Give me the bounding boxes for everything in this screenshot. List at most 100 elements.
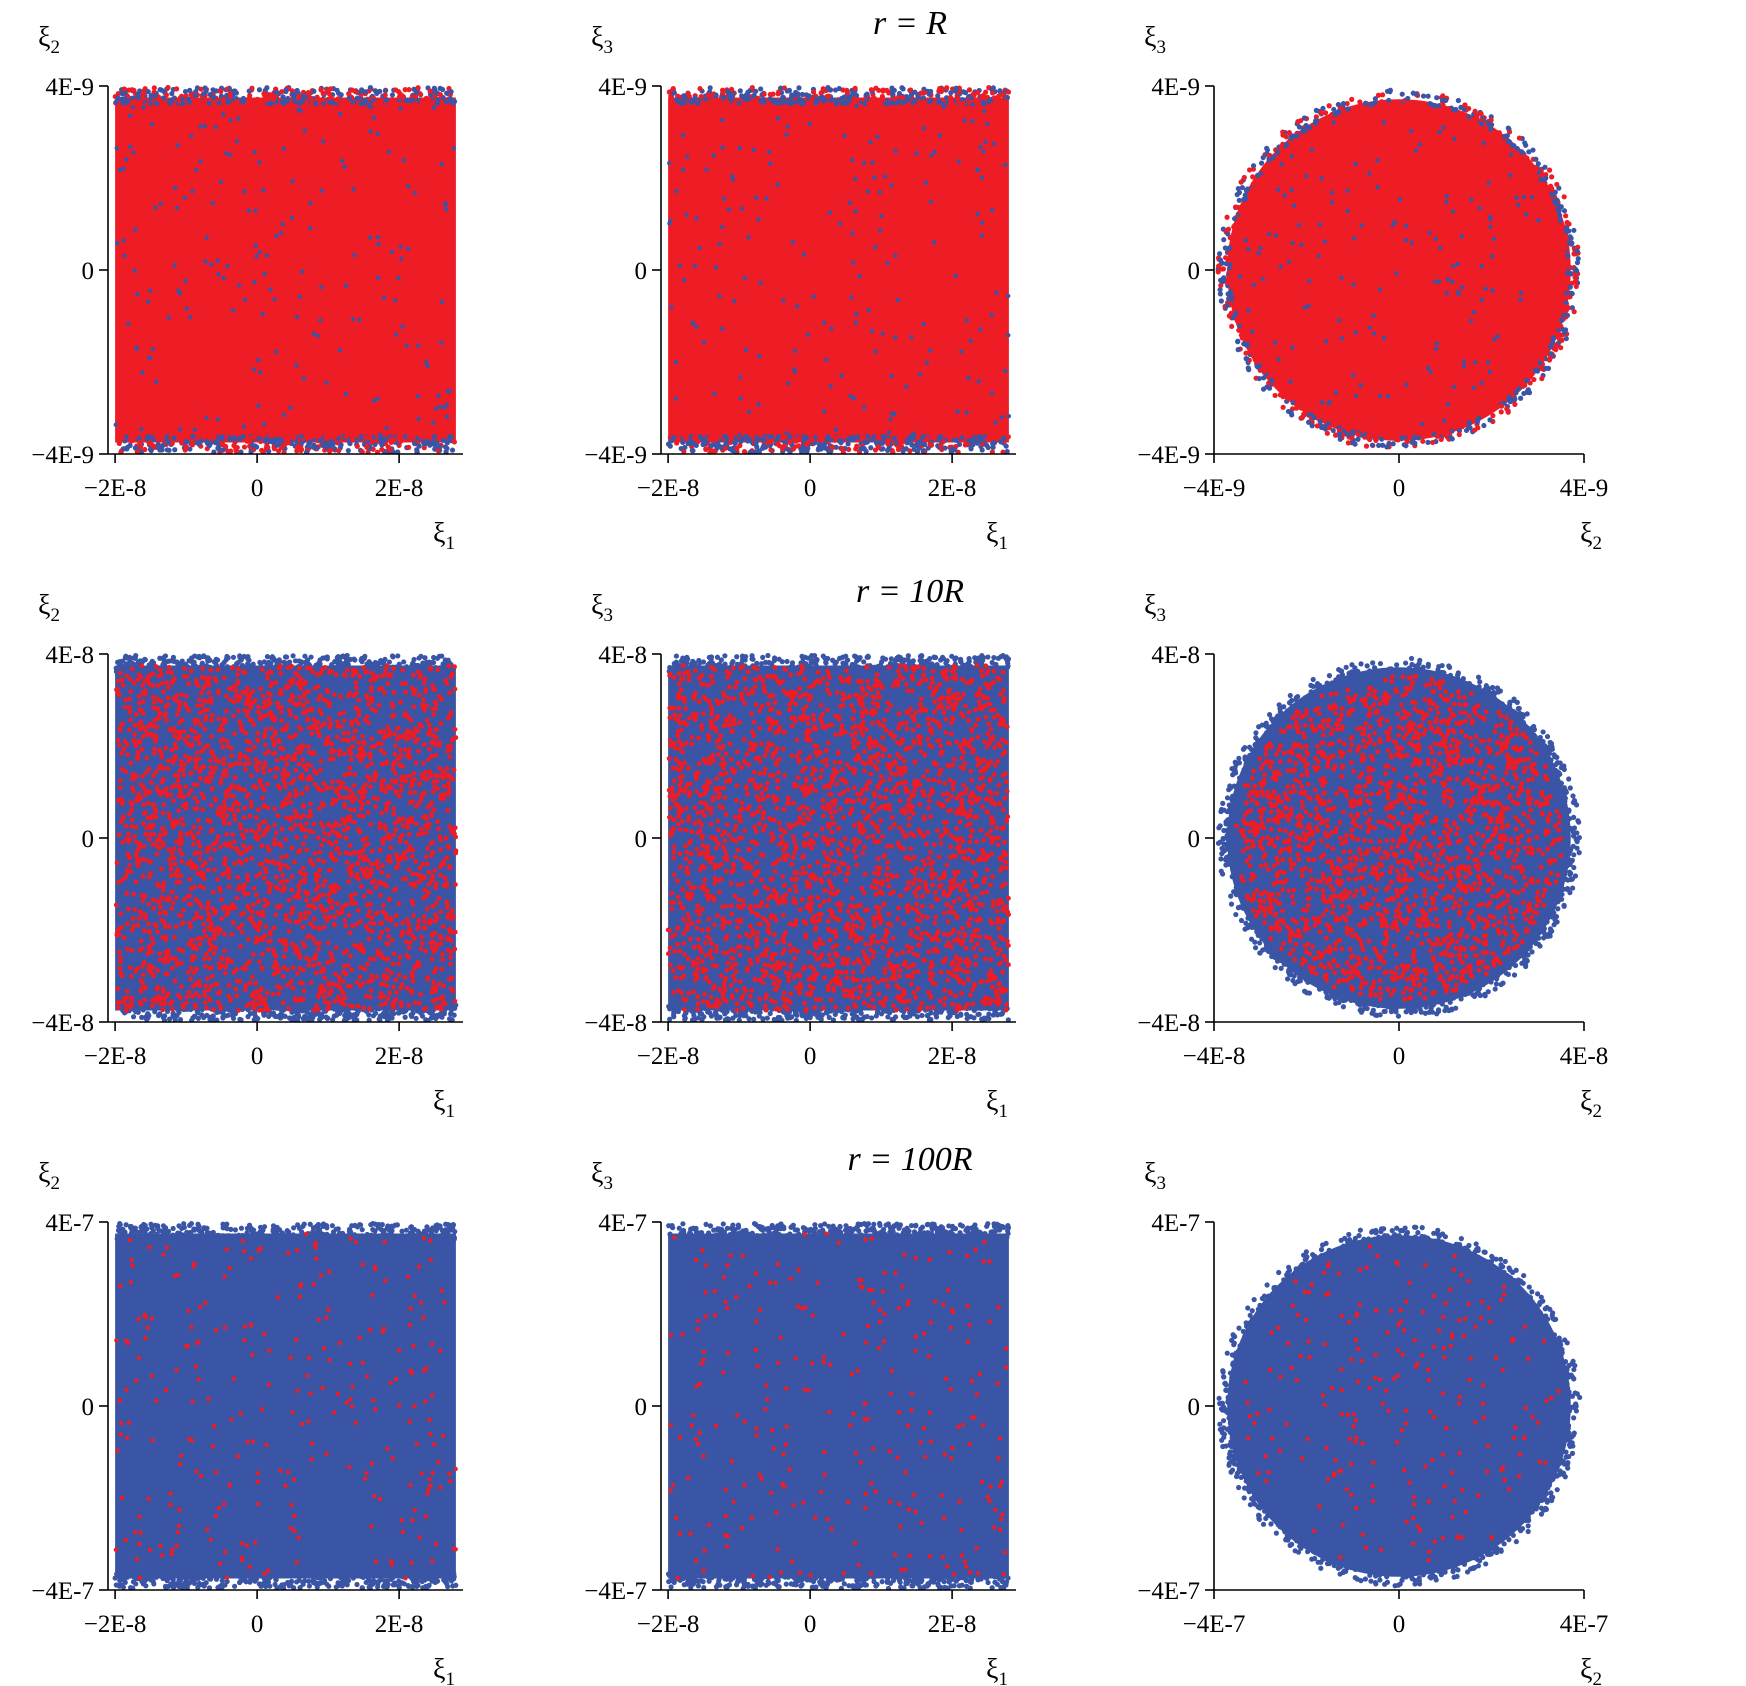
data-point	[1001, 100, 1007, 106]
data-point	[1538, 365, 1544, 372]
y-tick-label: 0	[82, 258, 95, 285]
data-point	[130, 95, 135, 101]
data-point	[1466, 114, 1472, 120]
data-point	[985, 121, 990, 126]
x-tick-label: 0	[1393, 475, 1406, 502]
data-point	[849, 294, 854, 300]
data-point	[1375, 158, 1380, 163]
data-point	[719, 326, 725, 332]
data-point	[336, 779, 342, 784]
data-point	[1381, 120, 1386, 125]
data-point	[299, 440, 305, 446]
data-point	[165, 948, 171, 954]
data-point	[207, 1002, 213, 1008]
data-point	[187, 87, 193, 93]
data-point	[1406, 435, 1412, 441]
data-point	[832, 87, 839, 93]
data-point	[1233, 310, 1239, 316]
data-point	[1445, 402, 1451, 407]
data-point	[1557, 212, 1563, 218]
data-point	[1319, 400, 1325, 405]
data-point	[1404, 382, 1409, 387]
data-point	[675, 98, 681, 104]
data-point	[206, 987, 212, 993]
data-point	[1547, 344, 1554, 350]
data-point	[1345, 188, 1350, 194]
data-point	[297, 1001, 303, 1008]
data-point	[754, 434, 760, 440]
data-point	[410, 1006, 416, 1012]
data-point	[1526, 149, 1532, 155]
data-point	[447, 754, 453, 760]
data-point	[917, 372, 922, 377]
data-point	[909, 334, 914, 340]
data-point	[200, 863, 206, 869]
data-point	[316, 659, 322, 666]
data-point	[193, 100, 200, 106]
data-point	[382, 92, 388, 98]
data-point	[395, 862, 401, 868]
data-point	[942, 445, 948, 451]
data-point	[387, 446, 393, 452]
data-point	[306, 1016, 312, 1022]
data-point	[781, 298, 786, 303]
data-point	[154, 379, 159, 384]
data-point	[720, 90, 726, 96]
data-point	[1461, 364, 1467, 369]
data-point	[400, 324, 405, 329]
data-point	[947, 94, 954, 100]
data-point	[737, 88, 743, 94]
data-point	[1521, 194, 1527, 200]
data-point	[977, 438, 983, 444]
data-point	[726, 93, 733, 99]
data-point	[369, 861, 374, 867]
data-point	[745, 438, 751, 444]
data-point	[928, 199, 934, 205]
data-point	[194, 167, 199, 173]
data-point	[132, 268, 138, 273]
data-point	[316, 857, 322, 863]
data-point	[333, 672, 339, 678]
data-point	[1449, 436, 1455, 442]
data-point	[271, 964, 276, 970]
data-point	[1274, 383, 1280, 389]
data-point	[1487, 214, 1493, 220]
data-point	[272, 1013, 278, 1019]
data-point	[746, 96, 752, 102]
data-point	[191, 836, 197, 841]
data-point	[1260, 276, 1266, 282]
data-point	[444, 445, 450, 452]
data-point	[438, 404, 443, 410]
point-cloud	[115, 97, 456, 443]
data-point	[415, 662, 421, 669]
row-title: r = 100R	[848, 1141, 973, 1178]
data-point	[746, 235, 751, 240]
data-point	[1318, 109, 1324, 116]
data-point	[984, 436, 991, 442]
data-point	[122, 935, 127, 941]
y-axis-label: ξ3	[1144, 22, 1166, 58]
data-point	[126, 811, 132, 817]
data-point	[205, 658, 211, 664]
data-point	[281, 767, 287, 773]
data-point	[801, 99, 807, 105]
data-point	[349, 1013, 355, 1020]
data-point	[839, 434, 845, 440]
data-point	[711, 153, 716, 158]
data-point	[804, 441, 810, 448]
data-point	[1277, 392, 1283, 398]
data-point	[452, 998, 458, 1004]
data-point	[737, 145, 742, 151]
data-point	[1291, 203, 1297, 208]
data-point	[1306, 303, 1311, 308]
data-point	[1239, 335, 1245, 341]
data-point	[1375, 185, 1380, 190]
data-point	[330, 981, 336, 987]
data-point	[684, 212, 689, 218]
data-point	[141, 928, 147, 934]
data-point	[329, 434, 336, 440]
data-point	[262, 271, 267, 277]
data-point	[349, 967, 354, 973]
data-point	[358, 657, 364, 663]
data-point	[159, 100, 165, 106]
